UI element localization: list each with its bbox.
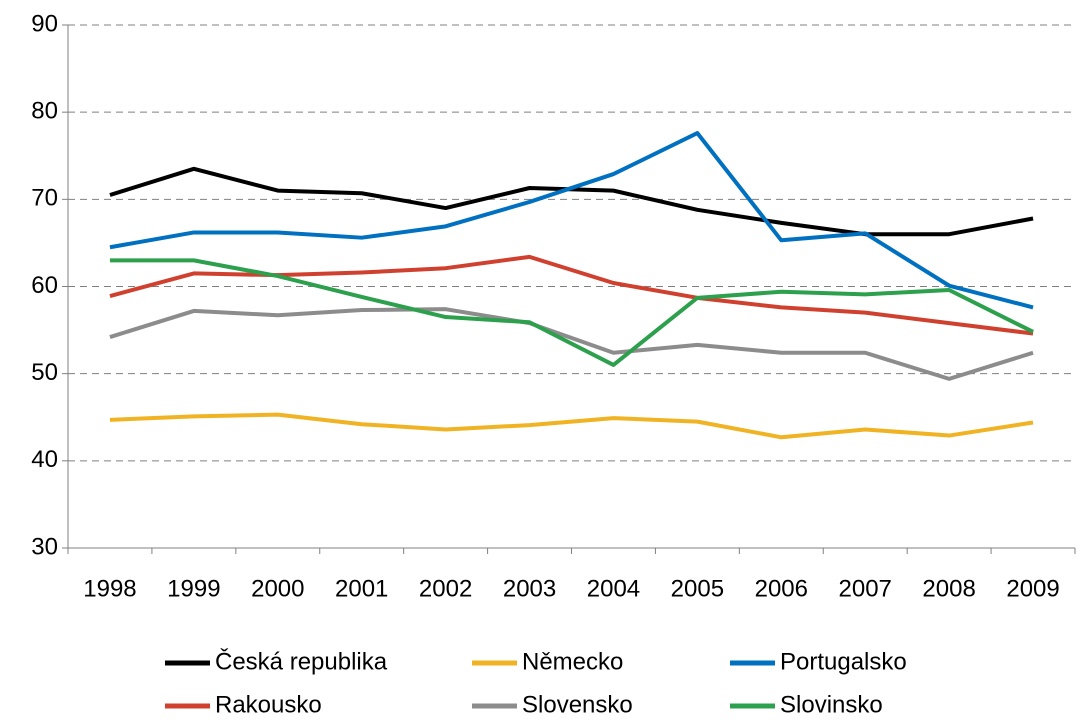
legend-label: Slovinsko — [780, 691, 883, 718]
y-tick-label: 50 — [31, 359, 58, 386]
x-tick-label: 1998 — [83, 575, 136, 602]
x-tick-label: 2005 — [671, 575, 724, 602]
y-tick-label: 40 — [31, 446, 58, 473]
y-tick-label: 30 — [31, 533, 58, 560]
series-line — [109, 254, 1034, 336]
x-tick-label: 2001 — [335, 575, 388, 602]
x-tick-label: 2007 — [839, 575, 892, 602]
legend-label: Slovensko — [522, 691, 633, 718]
series-line — [109, 258, 1034, 367]
y-tick-label: 60 — [31, 272, 58, 299]
series-line — [109, 307, 1034, 381]
legend-label: Rakousko — [215, 691, 322, 718]
series-line — [109, 412, 1034, 440]
y-tick-label: 90 — [31, 10, 58, 37]
x-tick-label: 2004 — [587, 575, 640, 602]
series-line — [109, 131, 1034, 310]
legend-label: Portugalsko — [780, 648, 907, 675]
x-tick-label: 2003 — [503, 575, 556, 602]
y-tick-label: 80 — [31, 98, 58, 125]
x-tick-label: 2006 — [755, 575, 808, 602]
series-line — [109, 166, 1034, 237]
y-tick-label: 70 — [31, 185, 58, 212]
legend-label: Německo — [522, 648, 623, 675]
x-tick-label: 2009 — [1006, 575, 1059, 602]
x-tick-label: 1999 — [167, 575, 220, 602]
x-tick-label: 2002 — [419, 575, 472, 602]
x-tick-label: 2008 — [922, 575, 975, 602]
x-tick-label: 2000 — [251, 575, 304, 602]
legend-label: Česká republika — [215, 647, 388, 675]
